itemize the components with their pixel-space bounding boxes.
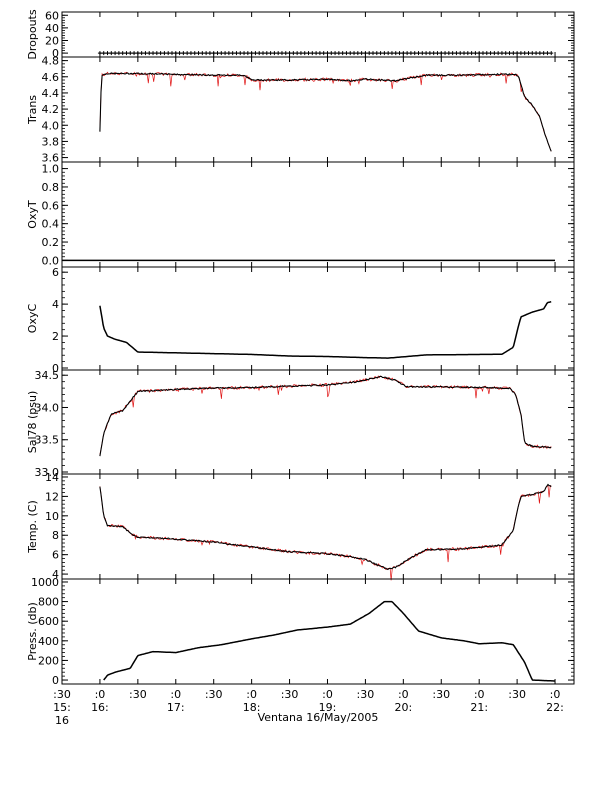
y-axis-label: OxyT <box>26 200 39 229</box>
x-tick-label: :0 <box>322 688 333 701</box>
y-tick-label: 6 <box>52 549 59 562</box>
y-tick-label: 4.0 <box>42 119 60 132</box>
series-raw <box>99 485 552 581</box>
y-tick-label: 8 <box>52 529 59 542</box>
y-axis-label: OxyC <box>26 304 39 334</box>
y-tick-label: 4.2 <box>42 103 60 116</box>
x-tick-label: :30 <box>281 688 299 701</box>
series-line <box>103 600 555 682</box>
panel-frame <box>61 578 575 685</box>
y-tick-label: 14 <box>45 471 59 484</box>
x-tick-label: :0 <box>474 688 485 701</box>
x-tick-label: :0 <box>170 688 181 701</box>
panel-press-db: 1000 800 600 400 200 0 Press. (db) <box>26 576 575 687</box>
x-tick-label-hour: 20: <box>394 701 412 714</box>
y-tick-label: 4.8 <box>42 55 60 68</box>
panel-frame <box>61 473 575 580</box>
y-tick-label: 40 <box>45 22 59 35</box>
y-tick-label: 20 <box>45 34 59 47</box>
y-tick-label: 400 <box>38 635 59 648</box>
y-tick-label: 600 <box>38 615 59 628</box>
y-tick-label: 6 <box>52 266 59 279</box>
x-tick-label-hour: 17: <box>167 701 185 714</box>
y-tick-label: 4.4 <box>42 87 60 100</box>
y-tick-label: 33.5 <box>35 434 60 447</box>
y-tick-label: 0 <box>52 47 59 60</box>
y-tick-label: 0.0 <box>42 254 60 267</box>
x-tick-label: :0 <box>246 688 257 701</box>
series-raw <box>99 71 552 152</box>
y-tick-label: 34.0 <box>35 401 60 414</box>
series-raw <box>99 375 552 455</box>
y-tick-label: 0 <box>52 674 59 687</box>
x-tick-label-hour: 16: <box>91 701 109 714</box>
x-tick-label-hour: 19: <box>319 701 337 714</box>
y-tick-label: 0 <box>52 362 59 375</box>
x-axis: :3015:16:016::30:017::30:018::30:019::30… <box>53 688 564 727</box>
y-tick-label: 1.0 <box>42 163 60 176</box>
x-tick-label: :30 <box>432 688 450 701</box>
panel-frame <box>61 11 575 58</box>
x-tick-label: :30 <box>205 688 223 701</box>
x-tick-label-hour: 21: <box>470 701 488 714</box>
series-line <box>99 375 552 457</box>
x-tick-label: :30 <box>357 688 375 701</box>
y-tick-label: 3.8 <box>42 135 60 148</box>
panel-trans: 4.8 4.6 4.4 4.2 4.0 3.8 3.6 Trans <box>26 55 575 165</box>
y-tick-label: 800 <box>38 596 59 609</box>
x-tick-label: :0 <box>550 688 561 701</box>
x-tick-label-hour: 18: <box>243 701 261 714</box>
y-axis-label: Sal78 (psu) <box>26 391 39 454</box>
y-tick-label: 0.4 <box>42 218 60 231</box>
x-tick-label: :30 <box>508 688 526 701</box>
y-tick-label: 4 <box>52 298 59 311</box>
x-tick-label: :0 <box>398 688 409 701</box>
y-axis-label: Dropouts <box>26 9 39 59</box>
x-axis-label: Ventana 16/May/2005 <box>258 711 379 724</box>
y-tick-label: 60 <box>45 9 59 22</box>
x-tick-label-hour: 22: <box>546 701 564 714</box>
x-tick-label: :0 <box>95 688 106 701</box>
panel-oxyt: 1.0 0.8 0.6 0.4 0.2 0.0 OxyT <box>26 161 575 268</box>
panel-frame <box>61 161 575 268</box>
y-tick-label: 0.8 <box>42 181 60 194</box>
panel-oxyc: 6 4 2 0 OxyC <box>26 266 575 375</box>
y-tick-label: 4.6 <box>42 71 60 84</box>
y-tick-label: 10 <box>45 510 59 523</box>
y-tick-label: 0.6 <box>42 199 60 212</box>
y-tick-label: 34.5 <box>35 369 60 382</box>
series-line <box>99 483 552 571</box>
y-tick-label: 2 <box>52 330 59 343</box>
y-axis-label: Press. (db) <box>26 602 39 661</box>
y-tick-label: 3.6 <box>42 152 60 165</box>
series-line <box>99 72 552 152</box>
series-line <box>99 300 552 359</box>
panel-temp-c: 14 12 10 8 6 4 Temp. (C) <box>26 471 575 581</box>
x-tick-label: :30 <box>129 688 147 701</box>
y-tick-label: 12 <box>45 490 59 503</box>
y-tick-label: 4 <box>52 568 59 581</box>
y-tick-label: 1000 <box>31 576 59 589</box>
x-tick-label-day: 16 <box>55 714 69 727</box>
y-tick-label: 200 <box>38 654 59 667</box>
y-tick-label: 33.0 <box>35 466 60 479</box>
x-tick-label-hour: 15: <box>53 701 71 714</box>
y-tick-label: 0.2 <box>42 236 60 249</box>
y-axis-label: Temp. (C) <box>26 500 39 554</box>
panel-sal78-psu: 34.5 34.0 33.5 33.0 Sal78 (psu) <box>26 369 575 479</box>
x-tick-label: :30 <box>53 688 71 701</box>
y-axis-label: Trans <box>26 95 39 125</box>
